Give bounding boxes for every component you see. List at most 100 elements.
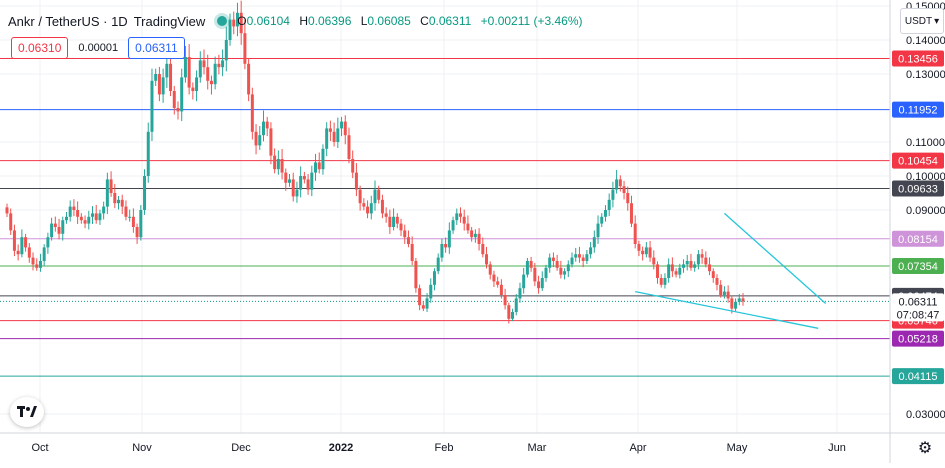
- candle-body: [109, 179, 113, 193]
- last-price-label: 0.06311: [899, 296, 938, 308]
- candle-body: [27, 247, 31, 258]
- price-labels: 0.13456 0.11952 0.10454 0.09633 0.08154 0.073…: [892, 50, 944, 385]
- candle-body: [440, 244, 444, 258]
- candle-body: [9, 213, 13, 231]
- candle-body: [288, 179, 292, 183]
- candle-body: [458, 213, 462, 217]
- candle-body: [373, 189, 377, 204]
- candle-body: [611, 189, 615, 200]
- candle-body: [544, 267, 548, 278]
- candle-body: [447, 230, 451, 248]
- candle-body: [31, 257, 35, 265]
- y-tick-label: 0.14000: [906, 35, 945, 47]
- candle-body: [276, 159, 280, 170]
- candle-body: [187, 57, 191, 88]
- candle-body: [302, 176, 306, 180]
- y-tick-label: 0.13000: [906, 69, 945, 81]
- candle-body: [592, 237, 596, 248]
- candle-body: [239, 12, 243, 34]
- buy-button[interactable]: 0.06311: [128, 37, 185, 59]
- candle-body: [734, 301, 738, 309]
- candle-body: [314, 162, 318, 173]
- chart-header: Ankr / TetherUS · 1D TradingView O0.0610…: [8, 10, 583, 32]
- candle-body: [343, 121, 347, 136]
- sell-button[interactable]: 0.06310: [11, 37, 69, 59]
- candle-body: [432, 271, 436, 285]
- candle-body: [622, 186, 626, 193]
- candle-body: [711, 271, 715, 278]
- candle-body: [696, 254, 700, 265]
- candle-body: [358, 189, 362, 204]
- candles: [5, 0, 745, 324]
- candle-body: [72, 206, 76, 210]
- candle-body: [12, 230, 16, 251]
- tradingview-logo-icon[interactable]: [10, 397, 44, 427]
- close-label: C: [420, 14, 429, 28]
- candle-body: [392, 216, 396, 227]
- candle-body: [172, 91, 176, 108]
- candle-body: [50, 223, 54, 238]
- candle-body: [488, 264, 492, 275]
- candle-body: [388, 216, 392, 227]
- candle-body: [514, 298, 518, 312]
- candle-body: [425, 298, 429, 309]
- candle-body: [555, 261, 559, 268]
- candle-body: [38, 261, 42, 268]
- candle-body: [518, 288, 522, 299]
- candle-body: [24, 237, 28, 248]
- currency-selector[interactable]: USDT ▾: [900, 8, 944, 34]
- candle-body: [261, 121, 265, 136]
- open-value: 0.06104: [246, 14, 290, 28]
- candle-body: [291, 179, 295, 197]
- candle-body: [295, 189, 299, 197]
- candle-body: [195, 77, 199, 91]
- level-label: 0.09633: [898, 183, 938, 195]
- candle-body: [90, 213, 94, 217]
- chevron-down-icon: ▾: [934, 15, 940, 27]
- x-tick-label: Nov: [132, 442, 152, 454]
- level-label: 0.13456: [898, 53, 938, 65]
- symbol-title[interactable]: Ankr / TetherUS · 1D: [8, 13, 128, 29]
- candle-body: [522, 274, 526, 289]
- candle-body: [693, 264, 697, 268]
- candle-body: [685, 261, 689, 265]
- candle-body: [414, 261, 418, 289]
- candle-body: [667, 264, 671, 278]
- y-tick-label: 0.09000: [906, 205, 945, 217]
- candle-body: [347, 135, 351, 159]
- candle-body: [708, 264, 712, 272]
- candle-body: [418, 288, 422, 306]
- level-label: 0.11952: [899, 105, 938, 117]
- candle-body: [280, 159, 284, 173]
- candle-body: [165, 63, 169, 78]
- candle-body: [615, 179, 619, 190]
- high-value: 0.06396: [308, 14, 352, 28]
- candle-body: [462, 216, 466, 224]
- candle-body: [139, 210, 143, 238]
- candle-body: [656, 264, 660, 278]
- low-value: 0.06085: [367, 14, 411, 28]
- candle-body: [511, 312, 515, 319]
- candle-body: [105, 179, 109, 207]
- candle-body: [577, 254, 581, 258]
- level-label-box: [892, 330, 944, 347]
- candle-body: [113, 193, 117, 204]
- x-tick-label: Feb: [435, 442, 454, 454]
- candle-body: [5, 207, 9, 214]
- grid: [0, 0, 890, 433]
- candle-body: [678, 267, 682, 275]
- gear-icon[interactable]: ⚙: [917, 440, 933, 457]
- candle-body: [369, 203, 373, 214]
- candle-body: [607, 199, 611, 210]
- candle-body: [641, 250, 645, 255]
- candle-body: [377, 189, 381, 200]
- candle-body: [306, 179, 310, 190]
- candle-body: [20, 237, 24, 255]
- candle-body: [722, 291, 726, 295]
- candle-body: [618, 179, 622, 187]
- x-tick-label: Jun: [828, 442, 846, 454]
- candle-body: [485, 254, 489, 265]
- candle-body: [600, 216, 604, 224]
